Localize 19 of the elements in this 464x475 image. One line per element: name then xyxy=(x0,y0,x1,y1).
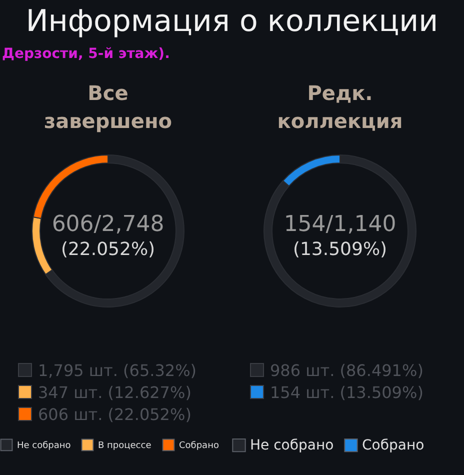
text: 1,795 шт. (65.32%) xyxy=(37,360,197,382)
donut-slice xyxy=(264,154,416,308)
text: 606 шт. (22.052%) xyxy=(37,404,192,426)
text: 154/1,140 xyxy=(284,212,396,237)
text: 347 шт. (12.627%) xyxy=(37,382,192,404)
text: 606/2,748 xyxy=(52,212,164,237)
legend-label: Не собрано xyxy=(17,440,72,451)
chart-subtitle: Редк. коллекция xyxy=(277,81,403,133)
text: 986 шт. (86.491%) xyxy=(269,360,424,382)
chart-subtitle: Все завершено xyxy=(44,81,172,133)
legend-label: Не собрано xyxy=(250,437,334,454)
text: 154 шт. (13.509%) xyxy=(269,382,424,404)
legend-label: Собрано xyxy=(179,440,220,451)
legend-label: В процессе xyxy=(98,440,152,451)
text: (13.509%) xyxy=(292,239,388,260)
text: Дерзости, 5-й этаж). xyxy=(2,46,170,62)
legend-label: Собрано xyxy=(362,437,424,454)
chart-title: Информация о коллекции xyxy=(24,3,440,41)
text: (22.052%) xyxy=(60,239,156,260)
